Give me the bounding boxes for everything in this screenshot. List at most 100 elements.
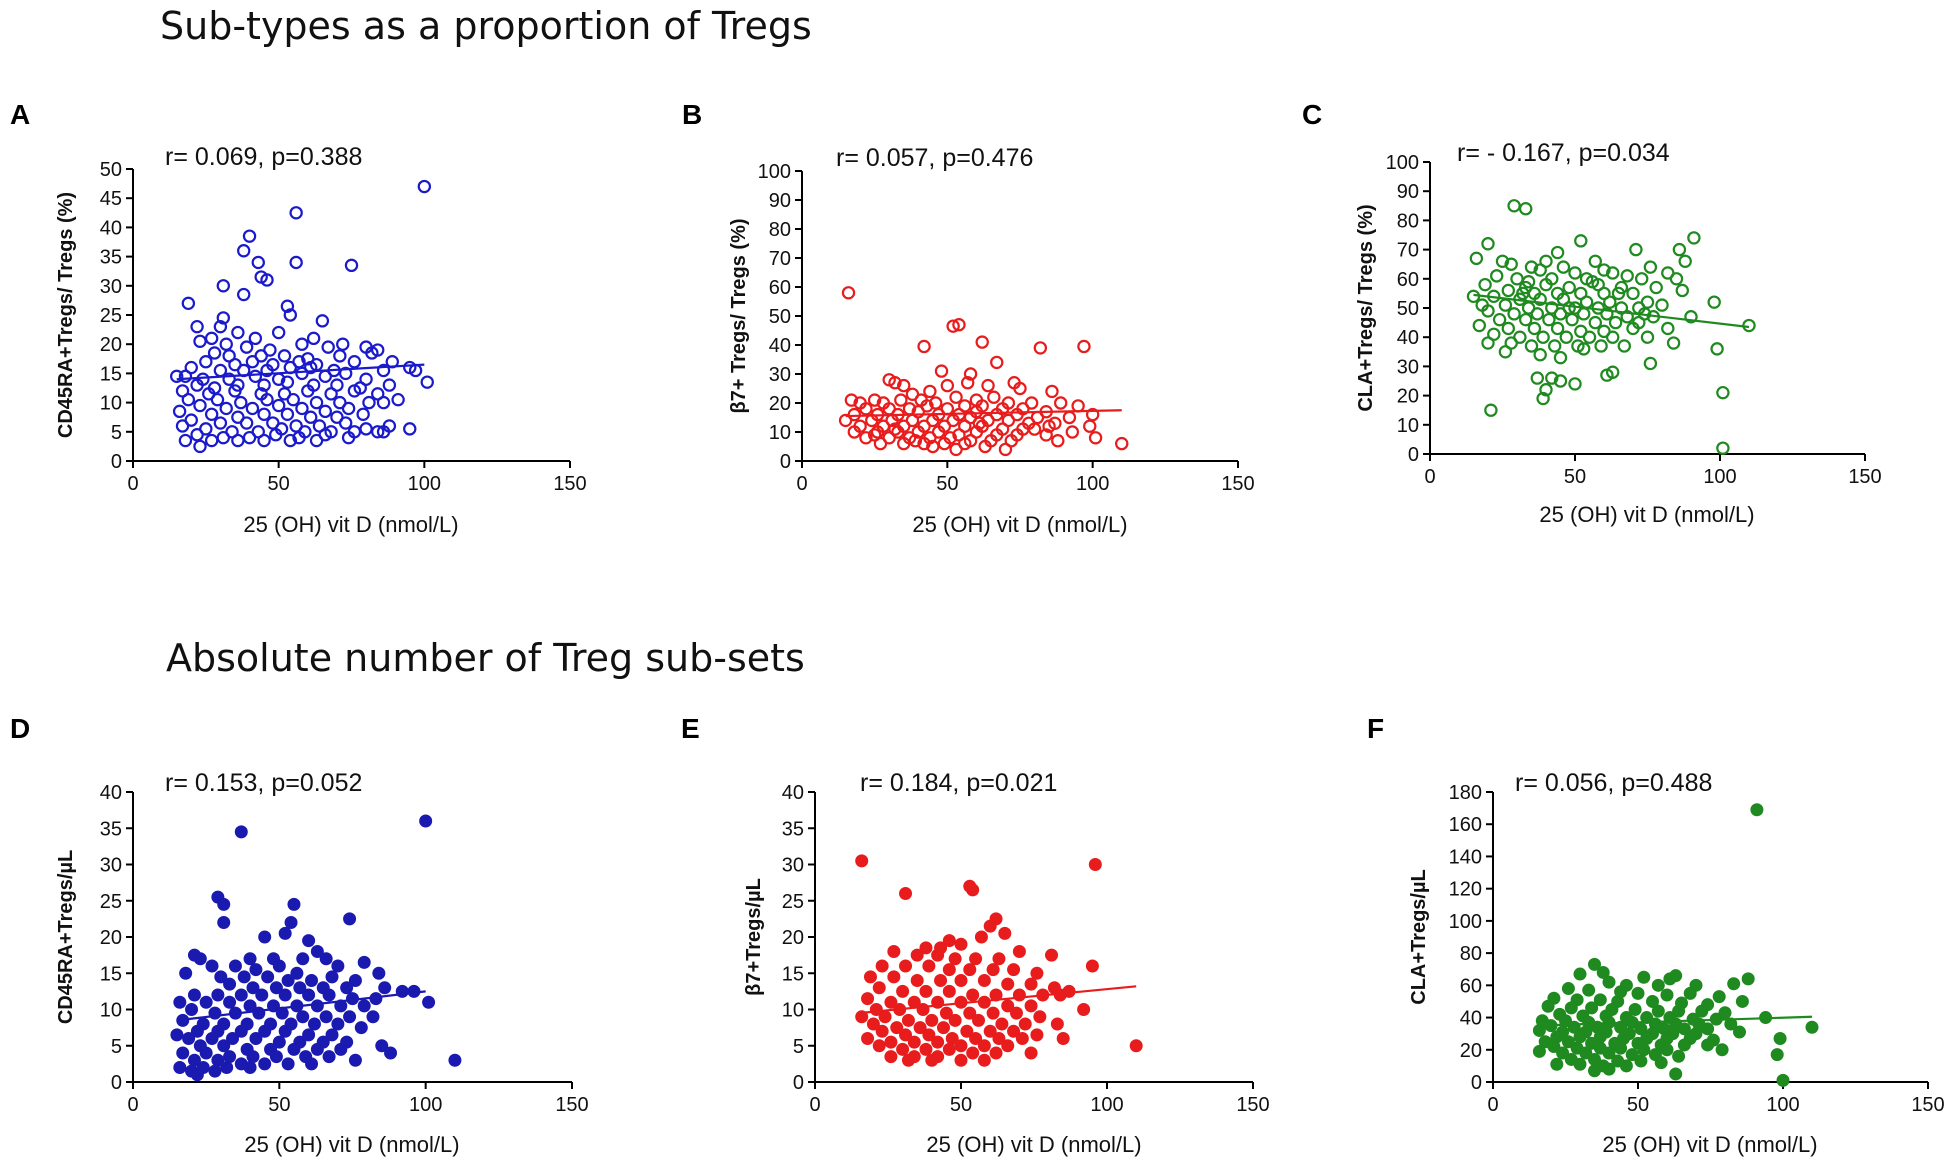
y-tick-label: 10 <box>100 393 122 415</box>
data-point <box>205 959 219 973</box>
y-tick-label: 50 <box>769 306 791 328</box>
x-tick-label: 100 <box>409 1094 442 1116</box>
data-point <box>239 416 254 430</box>
data-point <box>1603 295 1617 309</box>
data-point <box>301 384 315 398</box>
data-point <box>992 1032 1006 1045</box>
data-point <box>193 952 207 966</box>
data-point <box>178 433 193 448</box>
data-point <box>190 428 204 442</box>
data-point <box>366 1010 380 1024</box>
data-point <box>1576 342 1591 356</box>
data-point <box>1683 986 1697 1000</box>
data-point <box>919 984 933 998</box>
data-point <box>1727 977 1741 991</box>
data-point <box>1561 982 1575 996</box>
data-point <box>260 392 274 407</box>
y-tick-label: 160 <box>1449 814 1482 836</box>
data-point <box>1056 1032 1070 1045</box>
data-point <box>269 981 283 995</box>
data-point <box>344 258 359 273</box>
data-point <box>983 1024 997 1038</box>
data-point <box>1605 330 1620 344</box>
data-point <box>1050 1017 1064 1031</box>
y-axis-label: CLA+Tregs/µL <box>1408 869 1430 1004</box>
data-point <box>986 963 1000 977</box>
y-tick-label: 5 <box>111 1036 122 1058</box>
data-point <box>1770 1048 1784 1062</box>
data-point <box>199 355 213 369</box>
data-point <box>231 325 245 340</box>
data-point <box>211 988 225 1002</box>
data-point <box>1593 993 1607 1007</box>
stat-annotation: r= 0.153, p=0.052 <box>165 769 362 797</box>
data-point <box>376 363 391 378</box>
data-point <box>1573 967 1587 981</box>
data-point <box>354 1021 368 1035</box>
data-point <box>1629 242 1643 257</box>
y-tick-label: 40 <box>1460 1008 1482 1030</box>
data-point <box>1707 295 1721 309</box>
data-point <box>257 407 271 421</box>
data-point <box>867 393 882 407</box>
y-tick-label: 70 <box>769 248 791 270</box>
data-point <box>942 1042 956 1056</box>
data-point <box>284 916 298 929</box>
data-point <box>1062 410 1077 425</box>
data-point <box>1012 945 1026 958</box>
data-point <box>910 948 924 962</box>
data-point <box>1536 391 1550 406</box>
data-point <box>278 926 292 940</box>
data-point <box>1007 1024 1021 1038</box>
y-axis-label: CD45RA+Tregs/µL <box>55 850 77 1024</box>
panel-F: Fr= 0.056, p=0.488 0 50 100 150 0 20 40 60 80 100 1… <box>1367 713 1945 1157</box>
data-point <box>271 325 286 340</box>
data-point <box>1071 399 1085 413</box>
data-point <box>173 1061 187 1074</box>
data-point <box>983 919 997 933</box>
x-axis-label: 25 (OH) vit D (nmol/L) <box>244 1132 459 1157</box>
data-point <box>1556 1046 1570 1060</box>
data-point <box>1521 275 1536 289</box>
data-point <box>919 941 933 955</box>
data-point <box>1498 345 1513 359</box>
data-point <box>884 1050 898 1064</box>
data-point <box>1625 1048 1639 1062</box>
y-tick-label: 5 <box>111 422 122 444</box>
data-point <box>916 1003 930 1016</box>
data-point <box>283 308 298 322</box>
data-point <box>872 1039 886 1053</box>
data-point <box>1602 1062 1616 1076</box>
panel-letter: C <box>1302 99 1322 130</box>
data-point <box>242 229 257 243</box>
data-point <box>204 407 219 421</box>
data-point <box>251 255 265 270</box>
data-point <box>228 384 242 398</box>
data-point <box>178 369 193 384</box>
data-point <box>1518 202 1533 216</box>
data-point <box>287 897 301 911</box>
y-tick-label: 70 <box>1397 240 1419 262</box>
data-point <box>1484 403 1498 417</box>
data-point <box>1007 963 1021 977</box>
data-point <box>278 1024 292 1038</box>
data-point <box>966 988 980 1002</box>
panel-A: Ar= 0.069, p=0.388 0 50 100 150 0 5 10 15 20 25 30 3… <box>10 99 587 537</box>
data-point <box>1614 1041 1628 1055</box>
data-point <box>1562 301 1576 315</box>
data-point <box>922 1028 936 1042</box>
data-point <box>1574 234 1588 248</box>
data-point <box>1562 280 1576 295</box>
data-point <box>925 1053 939 1067</box>
data-point <box>1088 858 1102 871</box>
data-point <box>1588 957 1601 971</box>
x-tick-label: 100 <box>1703 466 1736 488</box>
data-point <box>1654 1056 1668 1070</box>
y-tick-label: 40 <box>769 335 791 357</box>
data-point <box>1539 383 1553 397</box>
data-point <box>341 401 356 416</box>
y-tick-label: 30 <box>1397 356 1419 378</box>
data-point <box>290 966 304 980</box>
data-point <box>1672 1049 1686 1063</box>
data-point <box>1547 1040 1561 1054</box>
